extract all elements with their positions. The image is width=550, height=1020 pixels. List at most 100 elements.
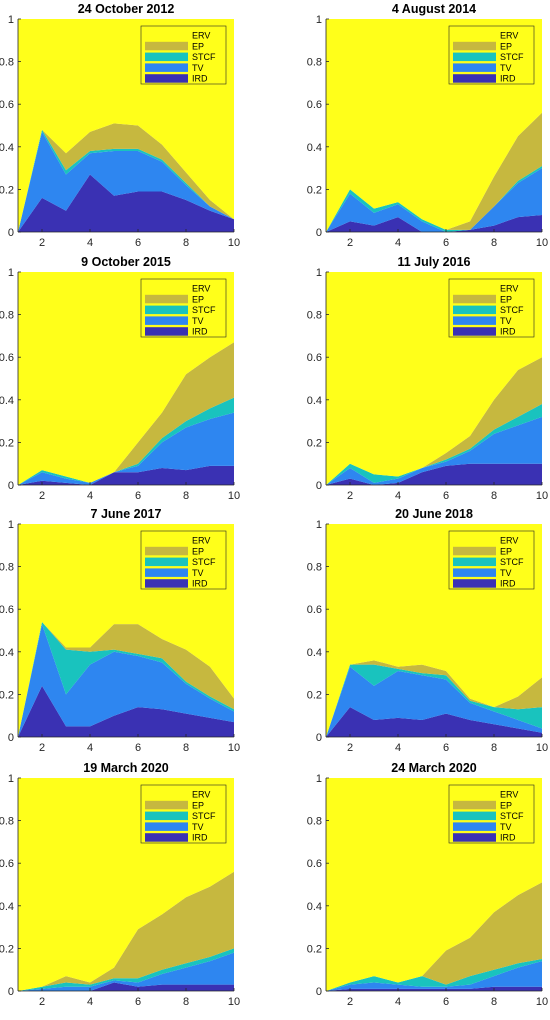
legend-swatch-erv <box>145 31 188 40</box>
x-tick-label: 2 <box>347 742 353 754</box>
legend-label-ep: EP <box>500 41 512 51</box>
x-tick-label: 6 <box>443 237 449 249</box>
x-tick-label: 8 <box>183 996 189 1008</box>
chart-title: 9 October 2015 <box>81 255 171 269</box>
x-tick-label: 4 <box>87 490 93 502</box>
chart-panel: 7 June 2017 0 0.2 0.4 0.6 0.8 1 2 4 6 8 10 ERV EP STCF… <box>0 505 242 761</box>
legend-label-ird: IRD <box>192 833 208 843</box>
legend-label-ep: EP <box>192 800 204 810</box>
y-tick-label: 0.4 <box>307 647 322 659</box>
x-tick-label: 8 <box>491 996 497 1008</box>
y-tick-label: 0.8 <box>0 310 14 322</box>
y-tick-label: 0.4 <box>0 142 14 154</box>
legend-label-stcf: STCF <box>192 811 216 821</box>
legend-swatch-erv <box>453 790 496 799</box>
y-tick-label: 0 <box>8 986 14 998</box>
legend-swatch-ep <box>453 546 496 556</box>
legend-label-stcf: STCF <box>192 557 216 567</box>
legend-swatch-stcf <box>145 811 188 821</box>
legend-label-ep: EP <box>192 294 204 304</box>
legend-swatch-ird <box>145 579 188 588</box>
legend-swatch-tv <box>453 63 496 72</box>
x-tick-label: 10 <box>228 490 240 502</box>
legend-swatch-stcf <box>453 52 496 62</box>
legend-label-ird: IRD <box>192 74 208 84</box>
x-tick-label: 10 <box>536 237 548 249</box>
legend-swatch-erv <box>453 31 496 40</box>
legend-label-stcf: STCF <box>192 305 216 315</box>
legend-swatch-ep <box>145 800 188 810</box>
y-tick-label: 1 <box>316 773 322 785</box>
chart-svg: 19 March 2020 0 0.2 0.4 0.6 0.8 1 2 4 6 8 10 ERVEPST… <box>0 761 240 1008</box>
x-tick-label: 8 <box>183 490 189 502</box>
legend-label-erv: ERV <box>500 284 518 294</box>
area-series-ep <box>326 112 542 232</box>
x-tick-label: 2 <box>347 490 353 502</box>
chart-svg: 4 August 2014 0 0.2 0.4 0.6 0.8 1 2 4 6 8 10 ERVEPST… <box>307 2 548 249</box>
legend-swatch-ird <box>145 833 188 842</box>
legend-label-erv: ERV <box>192 31 210 41</box>
chart-panel: 20 June 2018 0 0.2 0.4 0.6 0.8 1 2 4 6 8 10 ERV EP STC… <box>307 505 550 761</box>
legend-label-ep: EP <box>500 294 512 304</box>
y-tick-label: 0.4 <box>307 142 322 154</box>
y-tick-label: 0 <box>8 227 14 239</box>
legend-label-tv: TV <box>192 63 204 73</box>
y-tick-label: 0.6 <box>307 99 322 111</box>
y-tick-label: 0 <box>316 986 322 998</box>
area-series-stcf <box>18 129 234 232</box>
y-tick-label: 0.8 <box>307 562 322 574</box>
x-tick-label: 4 <box>87 996 93 1008</box>
legend-swatch-tv <box>145 63 188 72</box>
x-tick-label: 2 <box>39 490 45 502</box>
area-series-ep <box>326 357 542 485</box>
legend-label-stcf: STCF <box>500 52 524 62</box>
legend-swatch-ep <box>453 800 496 810</box>
x-tick-label: 6 <box>443 490 449 502</box>
x-tick-label: 10 <box>536 996 548 1008</box>
legend-label-tv: TV <box>500 822 512 832</box>
legend-label-ird: IRD <box>500 833 516 843</box>
y-tick-label: 0.4 <box>0 647 14 659</box>
area-series-ep <box>18 871 234 991</box>
x-tick-label: 10 <box>536 742 548 754</box>
legend-swatch-erv <box>145 536 188 545</box>
area-series-ird <box>18 465 234 485</box>
area-series-ird <box>326 463 542 485</box>
legend-swatch-ird <box>453 833 496 842</box>
chart-panel: 11 July 2016 0 0.2 0.4 0.6 0.8 1 2 4 6 8 10 ERV EP STC… <box>307 253 550 509</box>
legend-label-tv: TV <box>192 316 204 326</box>
legend-label-ird: IRD <box>192 327 208 337</box>
area-series-stcf <box>18 621 234 737</box>
legend-swatch-tv <box>453 568 496 577</box>
y-tick-label: 1 <box>8 519 14 531</box>
legend-label-tv: TV <box>500 63 512 73</box>
legend-label-ird: IRD <box>500 579 516 589</box>
y-tick-label: 0.6 <box>307 352 322 364</box>
legend-swatch-ird <box>145 74 188 83</box>
y-tick-label: 0.2 <box>0 437 14 449</box>
chart-title: 4 August 2014 <box>392 2 476 16</box>
chart-svg: 24 March 2020 0 0.2 0.4 0.6 0.8 1 2 4 6 8 10 ERVEPST… <box>307 761 548 1008</box>
x-tick-label: 8 <box>491 742 497 754</box>
legend-swatch-stcf <box>145 52 188 62</box>
chart-svg: 20 June 2018 0 0.2 0.4 0.6 0.8 1 2 4 6 8 10 ERVEPSTC… <box>307 507 548 754</box>
legend-swatch-stcf <box>453 557 496 567</box>
x-tick-label: 8 <box>491 490 497 502</box>
legend-label-ep: EP <box>500 546 512 556</box>
y-tick-label: 0.2 <box>0 943 14 955</box>
x-tick-label: 6 <box>135 490 141 502</box>
legend-label-ep: EP <box>192 41 204 51</box>
x-tick-label: 2 <box>39 237 45 249</box>
legend-swatch-stcf <box>145 305 188 315</box>
y-tick-label: 0.2 <box>0 184 14 196</box>
chart-svg: 7 June 2017 0 0.2 0.4 0.6 0.8 1 2 4 6 8 10 ERVEPSTCF… <box>0 507 240 754</box>
area-series-tv <box>18 952 234 991</box>
legend-label-ep: EP <box>192 546 204 556</box>
legend-swatch-erv <box>453 536 496 545</box>
